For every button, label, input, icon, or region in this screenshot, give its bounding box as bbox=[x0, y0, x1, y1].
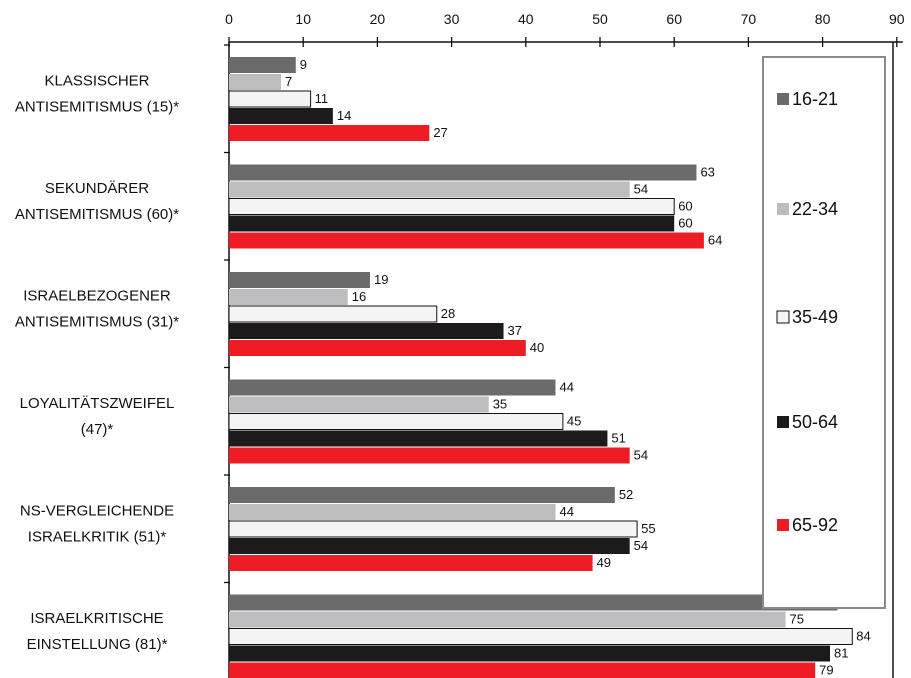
x-tick-label: 90 bbox=[889, 11, 905, 27]
bar-50-64 bbox=[229, 430, 608, 447]
legend: 16-21 22-34 35-49 50-64 65-92 bbox=[762, 56, 886, 609]
value-label: 45 bbox=[567, 414, 581, 429]
legend-swatch-22-34 bbox=[777, 203, 789, 215]
bar-22-34 bbox=[229, 181, 630, 198]
bar-65-92 bbox=[229, 447, 630, 464]
value-label: 75 bbox=[790, 612, 804, 627]
x-tick-label: 0 bbox=[225, 11, 233, 27]
value-label: 81 bbox=[834, 646, 848, 661]
category-label: EINSTELLUNG (81)* bbox=[27, 636, 168, 653]
bar-35-49 bbox=[228, 520, 638, 538]
value-label: 60 bbox=[678, 216, 692, 231]
category-label: ISRAELBEZOGENER bbox=[23, 288, 171, 305]
value-label: 79 bbox=[819, 663, 833, 678]
bar-65-92 bbox=[229, 555, 593, 571]
bar-50-64 bbox=[229, 215, 675, 232]
bar-65-92 bbox=[229, 232, 704, 249]
bar-22-34 bbox=[229, 74, 281, 90]
category-label: ANTISEMITISMUS (60)* bbox=[15, 206, 179, 223]
bar-35-49 bbox=[228, 305, 438, 323]
legend-label: 22-34 bbox=[792, 199, 838, 219]
value-label: 51 bbox=[611, 431, 625, 446]
value-label: 54 bbox=[634, 538, 648, 553]
x-tick-label: 50 bbox=[592, 11, 608, 27]
x-tick-label: 60 bbox=[666, 11, 682, 27]
category-label: ANTISEMITISMUS (31)* bbox=[15, 314, 179, 331]
bar-35-49 bbox=[228, 413, 564, 430]
legend-swatch-16-21 bbox=[777, 93, 789, 105]
value-label: 49 bbox=[597, 555, 611, 570]
bar-35-49 bbox=[228, 628, 853, 645]
bar-50-64 bbox=[229, 645, 831, 662]
value-label: 63 bbox=[700, 165, 714, 180]
bar-16-21 bbox=[229, 57, 296, 73]
value-label: 54 bbox=[634, 448, 648, 463]
category-label: ISRAELKRITIK (51)* bbox=[28, 529, 167, 546]
legend-label: 50-64 bbox=[792, 412, 838, 432]
value-label: 55 bbox=[641, 521, 655, 536]
bar-22-34 bbox=[229, 396, 489, 413]
bar-65-92 bbox=[229, 340, 526, 356]
value-label: 16 bbox=[352, 289, 366, 304]
value-label: 27 bbox=[433, 125, 447, 140]
bar-16-21 bbox=[229, 594, 838, 611]
value-label: 7 bbox=[285, 74, 292, 89]
bar-50-64 bbox=[229, 538, 630, 554]
value-label: 60 bbox=[678, 199, 692, 214]
value-label: 44 bbox=[559, 380, 573, 395]
value-label: 52 bbox=[619, 487, 633, 502]
value-label: 19 bbox=[374, 272, 388, 287]
legend-label: 35-49 bbox=[792, 307, 838, 327]
x-tick-label: 10 bbox=[295, 11, 311, 27]
value-label: 35 bbox=[493, 397, 507, 412]
bar-35-49 bbox=[228, 198, 675, 215]
value-label: 37 bbox=[508, 323, 522, 338]
bar-22-34 bbox=[229, 504, 556, 520]
category-label: ANTISEMITISMUS (15)* bbox=[15, 99, 179, 116]
category-label: SEKUNDÄRER bbox=[45, 180, 149, 197]
category-labels: KLASSISCHER ANTISEMITISMUS (15)* SEKUNDÄRE… bbox=[15, 73, 179, 654]
legend-label: 65-92 bbox=[792, 515, 838, 535]
x-tick-label: 20 bbox=[370, 11, 386, 27]
legend-label: 16-21 bbox=[792, 89, 838, 109]
value-label: 14 bbox=[337, 108, 351, 123]
value-label: 64 bbox=[708, 233, 722, 248]
value-label: 84 bbox=[856, 629, 870, 644]
bar-65-92 bbox=[229, 125, 430, 141]
category-label: (47)* bbox=[81, 421, 114, 438]
bar-50-64 bbox=[229, 323, 504, 339]
legend-box bbox=[762, 56, 886, 609]
bars bbox=[228, 57, 853, 678]
value-label: 40 bbox=[530, 340, 544, 355]
category-label: KLASSISCHER bbox=[44, 73, 149, 90]
bar-35-49 bbox=[228, 90, 312, 108]
x-tick-label: 40 bbox=[518, 11, 534, 27]
bar-50-64 bbox=[229, 108, 333, 124]
legend-swatch-65-92 bbox=[777, 519, 789, 531]
x-tick-label: 30 bbox=[444, 11, 460, 27]
bar-16-21 bbox=[229, 164, 697, 181]
legend-swatch-50-64 bbox=[777, 416, 789, 428]
legend-swatch-35-49 bbox=[776, 310, 790, 324]
bar-16-21 bbox=[229, 272, 370, 288]
category-label: NS-VERGLEICHENDE bbox=[20, 503, 174, 520]
bar-22-34 bbox=[229, 611, 786, 628]
value-label: 44 bbox=[559, 504, 573, 519]
value-label: 11 bbox=[315, 91, 329, 106]
x-tick-label: 70 bbox=[741, 11, 757, 27]
bar-16-21 bbox=[229, 379, 556, 396]
x-tick-label: 80 bbox=[815, 11, 831, 27]
value-label: 9 bbox=[300, 57, 307, 72]
category-label: ISRAELKRITISCHE bbox=[30, 610, 163, 627]
x-axis: 0 10 20 30 40 50 60 70 80 90 bbox=[224, 11, 905, 678]
value-label: 28 bbox=[441, 306, 455, 321]
bar-65-92 bbox=[229, 662, 816, 678]
value-label: 54 bbox=[634, 182, 648, 197]
category-label: LOYALITÄTSZWEIFEL bbox=[20, 395, 175, 412]
bar-16-21 bbox=[229, 487, 615, 503]
bar-22-34 bbox=[229, 289, 348, 305]
